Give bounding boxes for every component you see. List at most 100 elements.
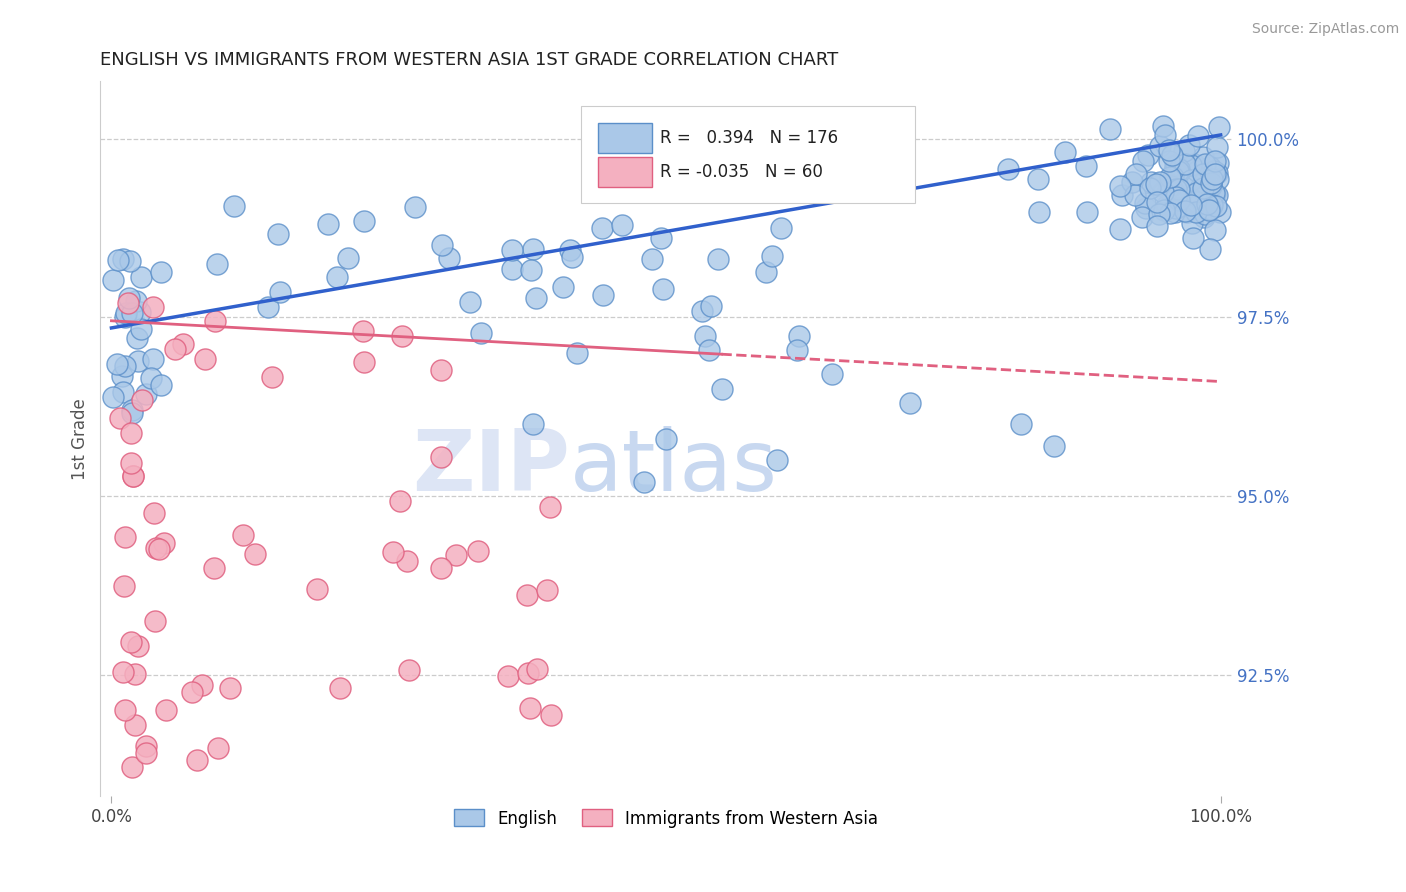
Point <box>398 664 420 678</box>
Point <box>127 331 149 345</box>
Point <box>1121 175 1143 189</box>
Text: R =   0.394   N = 176: R = 0.394 N = 176 <box>661 128 838 147</box>
Point <box>1206 156 1229 170</box>
Point <box>538 500 561 514</box>
Point <box>517 665 540 680</box>
Point <box>194 351 217 366</box>
Point <box>337 251 360 265</box>
Point <box>787 329 810 343</box>
Point <box>1161 169 1184 184</box>
Point <box>222 199 245 213</box>
Point <box>1204 154 1226 169</box>
Point <box>1109 178 1132 193</box>
Point <box>1204 223 1226 237</box>
Point <box>1028 204 1050 219</box>
Point <box>114 530 136 544</box>
Point <box>1208 120 1230 134</box>
Point <box>101 273 124 287</box>
Point <box>1147 207 1170 221</box>
Point <box>118 254 141 268</box>
FancyBboxPatch shape <box>598 157 652 187</box>
Point <box>353 354 375 368</box>
Point <box>135 739 157 753</box>
Point <box>112 252 135 267</box>
Point <box>1010 417 1032 432</box>
Point <box>1166 171 1188 186</box>
Point <box>1130 211 1153 225</box>
Point <box>326 270 349 285</box>
Point <box>446 548 468 562</box>
Point <box>1208 205 1230 219</box>
Point <box>150 378 173 392</box>
Point <box>191 678 214 692</box>
Point <box>186 754 208 768</box>
Point <box>710 382 733 396</box>
Legend: English, Immigrants from Western Asia: English, Immigrants from Western Asia <box>447 803 884 834</box>
Point <box>1205 199 1227 213</box>
Point <box>1185 186 1208 201</box>
Point <box>1180 158 1202 172</box>
Point <box>1123 187 1146 202</box>
Point <box>1163 163 1185 178</box>
Point <box>127 639 149 653</box>
Point <box>120 426 142 441</box>
Point <box>108 410 131 425</box>
Point <box>770 221 793 235</box>
Point <box>121 468 143 483</box>
Point <box>125 294 148 309</box>
Text: Source: ZipAtlas.com: Source: ZipAtlas.com <box>1251 22 1399 37</box>
Point <box>519 262 541 277</box>
Point <box>114 703 136 717</box>
Point <box>676 181 699 195</box>
Point <box>786 343 808 357</box>
Point <box>1098 121 1121 136</box>
Point <box>697 343 720 357</box>
Point <box>143 506 166 520</box>
Point <box>1154 128 1177 142</box>
Point <box>1192 167 1215 181</box>
Point <box>1159 143 1181 157</box>
Point <box>382 545 405 559</box>
Point <box>650 231 672 245</box>
Point <box>1028 172 1050 186</box>
Point <box>128 305 150 319</box>
Point <box>1178 137 1201 152</box>
Point <box>219 681 242 695</box>
Point <box>470 326 492 341</box>
Point <box>1109 221 1132 235</box>
Point <box>692 303 714 318</box>
Point <box>269 285 291 300</box>
Point <box>553 280 575 294</box>
Point <box>1149 139 1171 153</box>
Point <box>1076 205 1098 219</box>
Point <box>1198 160 1220 174</box>
Point <box>1199 202 1222 216</box>
Point <box>1149 175 1171 189</box>
Point <box>1164 173 1187 187</box>
Point <box>458 295 481 310</box>
Point <box>898 396 921 410</box>
Point <box>761 249 783 263</box>
Point <box>243 547 266 561</box>
Point <box>1153 203 1175 218</box>
Text: ENGLISH VS IMMIGRANTS FROM WESTERN ASIA 1ST GRADE CORRELATION CHART: ENGLISH VS IMMIGRANTS FROM WESTERN ASIA … <box>100 51 838 69</box>
Point <box>1195 186 1218 200</box>
Point <box>149 265 172 279</box>
Point <box>148 542 170 557</box>
Point <box>135 386 157 401</box>
Point <box>1205 187 1227 202</box>
Text: atlas: atlas <box>569 425 778 508</box>
Point <box>522 417 544 432</box>
Point <box>1053 145 1076 159</box>
Point <box>430 561 453 575</box>
Point <box>430 238 453 252</box>
Point <box>1194 207 1216 221</box>
Point <box>1185 194 1208 209</box>
Point <box>391 329 413 343</box>
Point <box>1159 170 1181 185</box>
Point <box>121 403 143 417</box>
Point <box>1199 177 1222 191</box>
Point <box>1199 178 1222 193</box>
Point <box>1173 145 1195 159</box>
Point <box>997 161 1019 176</box>
